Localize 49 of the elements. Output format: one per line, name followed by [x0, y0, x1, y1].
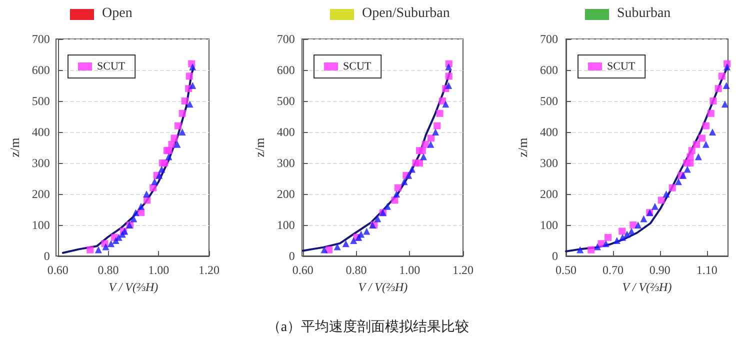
legend-label: SCUT: [343, 60, 372, 72]
x-tick-label: 1.00: [148, 263, 170, 277]
y-axis-title: z/m: [7, 138, 22, 158]
x-tick-label: 0.60: [292, 263, 314, 277]
x-tick-label: 1.00: [399, 263, 420, 277]
y-tick-label: 100: [276, 218, 295, 232]
x-tick-label: 0.80: [98, 263, 119, 277]
y-tick-label: 300: [276, 156, 295, 170]
y-tick-label: 200: [32, 187, 50, 201]
y-tick-label: 400: [32, 125, 50, 139]
y-axis-title: z/m: [515, 138, 530, 158]
legend-label: SCUT: [97, 60, 126, 72]
y-tick-label: 100: [540, 218, 558, 232]
chart-title: Open: [102, 6, 132, 22]
chart-title: Suburban: [617, 6, 671, 22]
y-tick-label: 100: [32, 218, 50, 232]
y-tick-label: 300: [32, 156, 50, 170]
y-tick-label: 600: [276, 63, 295, 77]
y-tick-label: 200: [276, 187, 295, 201]
chart-title: Open/Suburban: [362, 6, 450, 22]
y-tick-label: 300: [540, 156, 558, 170]
y-tick-label: 0: [44, 249, 50, 263]
text: （a）平均速度剖面模拟结果比较: [266, 318, 470, 336]
x-tick-label: 0.80: [346, 263, 367, 277]
y-tick-label: 700: [540, 32, 558, 46]
y-tick-label: 600: [32, 63, 50, 77]
y-tick-label: 500: [32, 94, 50, 108]
x-tick-label: 1.20: [452, 263, 474, 277]
x-tick-label: 0.90: [649, 263, 670, 277]
x-tick-label: 1.10: [696, 263, 718, 277]
x-axis-title: V / V(⅔H): [358, 280, 408, 294]
y-tick-label: 500: [276, 94, 295, 108]
x-axis-title: V / V(⅔H): [108, 280, 158, 294]
y-tick-label: 0: [288, 249, 295, 263]
x-tick-label: 0.70: [602, 263, 624, 277]
y-tick-label: 400: [540, 125, 558, 139]
y-tick-label: 0: [552, 249, 558, 263]
x-tick-label: 0.50: [556, 263, 576, 277]
x-tick-label: 1.20: [198, 263, 220, 277]
legend-label: SCUT: [607, 60, 636, 72]
y-tick-label: 600: [540, 63, 558, 77]
y-tick-label: 500: [540, 94, 558, 108]
x-axis-title: V / V(⅔H): [622, 280, 672, 294]
y-tick-label: 400: [276, 125, 295, 139]
y-axis-title: z/m: [252, 138, 267, 158]
y-tick-label: 700: [276, 32, 295, 46]
x-tick-label: 0.60: [47, 263, 68, 277]
y-tick-label: 200: [540, 187, 558, 201]
y-tick-label: 700: [32, 32, 50, 46]
